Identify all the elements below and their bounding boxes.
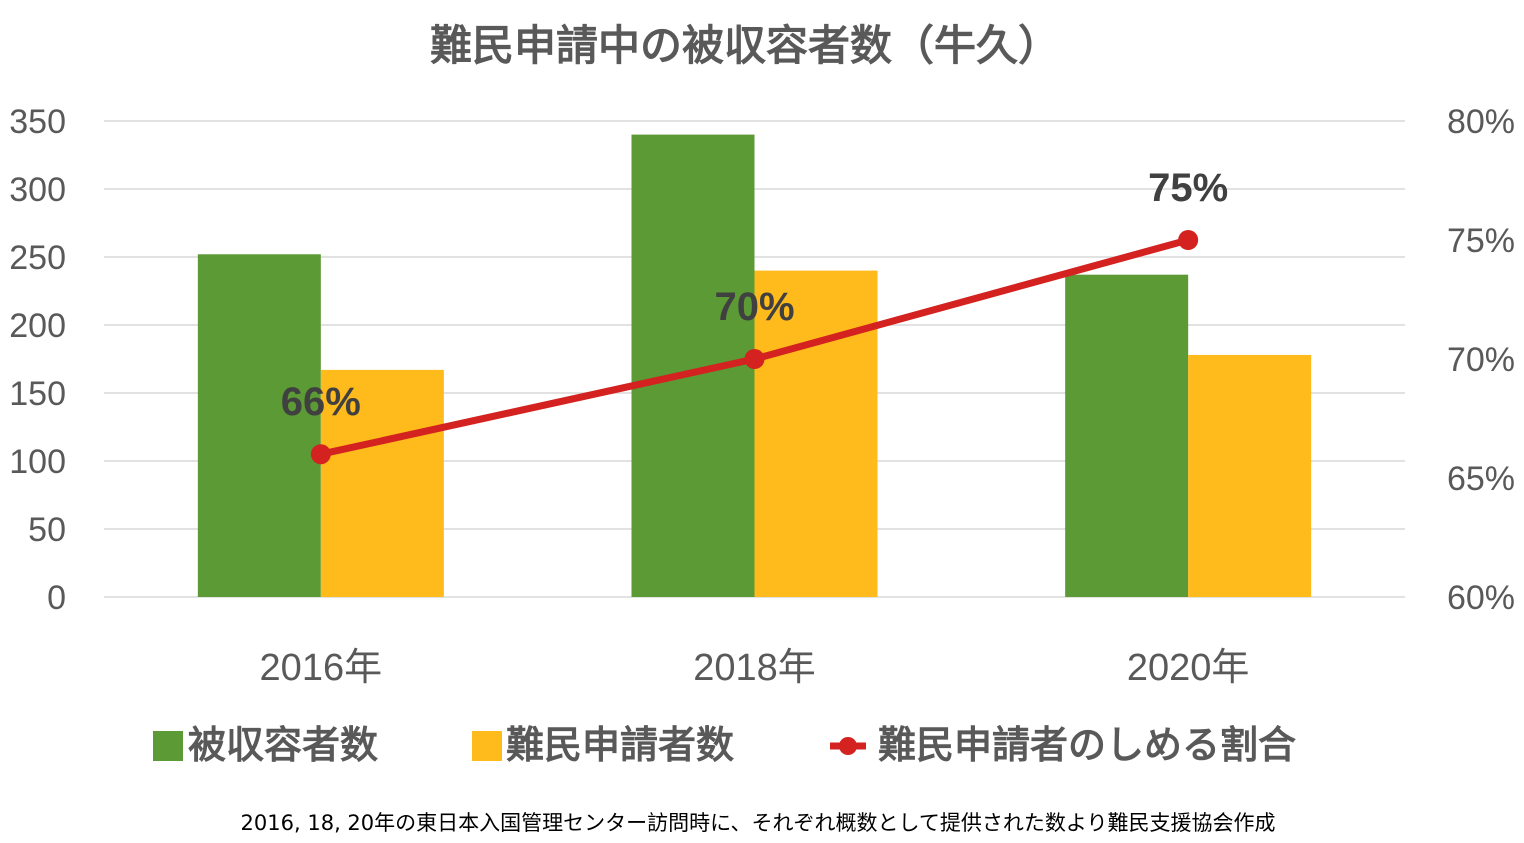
category-label: 2016年 <box>260 647 383 689</box>
bar-detainees <box>1065 274 1189 597</box>
legend-marker-ratio <box>839 737 857 755</box>
ratio-data-label: 75% <box>1148 166 1228 210</box>
bar-applicants <box>320 369 444 597</box>
left-axis: 0 50 100 150 200 250 300 350 <box>9 103 66 617</box>
right-tick-label: 65% <box>1447 460 1515 498</box>
ratio-data-label: 66% <box>281 380 361 424</box>
right-tick-label: 75% <box>1447 222 1515 260</box>
category-label: 2020年 <box>1127 647 1250 689</box>
legend-label-applicants: 難民申請者数 <box>506 723 734 767</box>
right-tick-label: 60% <box>1447 579 1515 617</box>
legend-swatch-applicants <box>472 731 502 761</box>
bar-applicants <box>754 270 878 597</box>
left-tick-label: 0 <box>47 579 66 617</box>
ratio-data-label: 70% <box>714 285 794 329</box>
left-tick-label: 300 <box>9 171 66 209</box>
legend-label-detainees: 被収容者数 <box>188 723 378 767</box>
legend-swatch-detainees <box>153 731 183 761</box>
ratio-line: 66% 70% 75% <box>281 166 1228 465</box>
chart-title: 難民申請中の被収容者数（牛久） <box>430 21 1060 70</box>
right-axis: 60% 65% 70% 75% 80% <box>1447 103 1515 617</box>
left-tick-label: 150 <box>9 375 66 413</box>
footnote: 2016, 18, 20年の東日本入国管理センター訪問時に、それぞれ概数として提… <box>241 811 1276 835</box>
bars <box>197 134 1312 597</box>
ratio-point <box>744 349 765 369</box>
bar-applicants <box>1188 354 1312 597</box>
legend: 被収容者数 難民申請者数 難民申請者のしめる割合 <box>153 723 1296 767</box>
x-axis: 2016年 2018年 2020年 <box>260 647 1250 689</box>
ratio-point <box>1178 230 1199 250</box>
bar-detainees <box>197 254 321 597</box>
left-tick-label: 100 <box>9 443 66 481</box>
ratio-point <box>310 444 331 465</box>
legend-label-ratio: 難民申請者のしめる割合 <box>878 723 1296 767</box>
left-tick-label: 250 <box>9 239 66 277</box>
left-tick-label: 350 <box>9 103 66 141</box>
left-tick-label: 50 <box>28 511 66 549</box>
category-label: 2018年 <box>693 647 816 689</box>
right-tick-label: 80% <box>1447 103 1515 141</box>
right-tick-label: 70% <box>1447 341 1515 379</box>
left-tick-label: 200 <box>9 307 66 345</box>
